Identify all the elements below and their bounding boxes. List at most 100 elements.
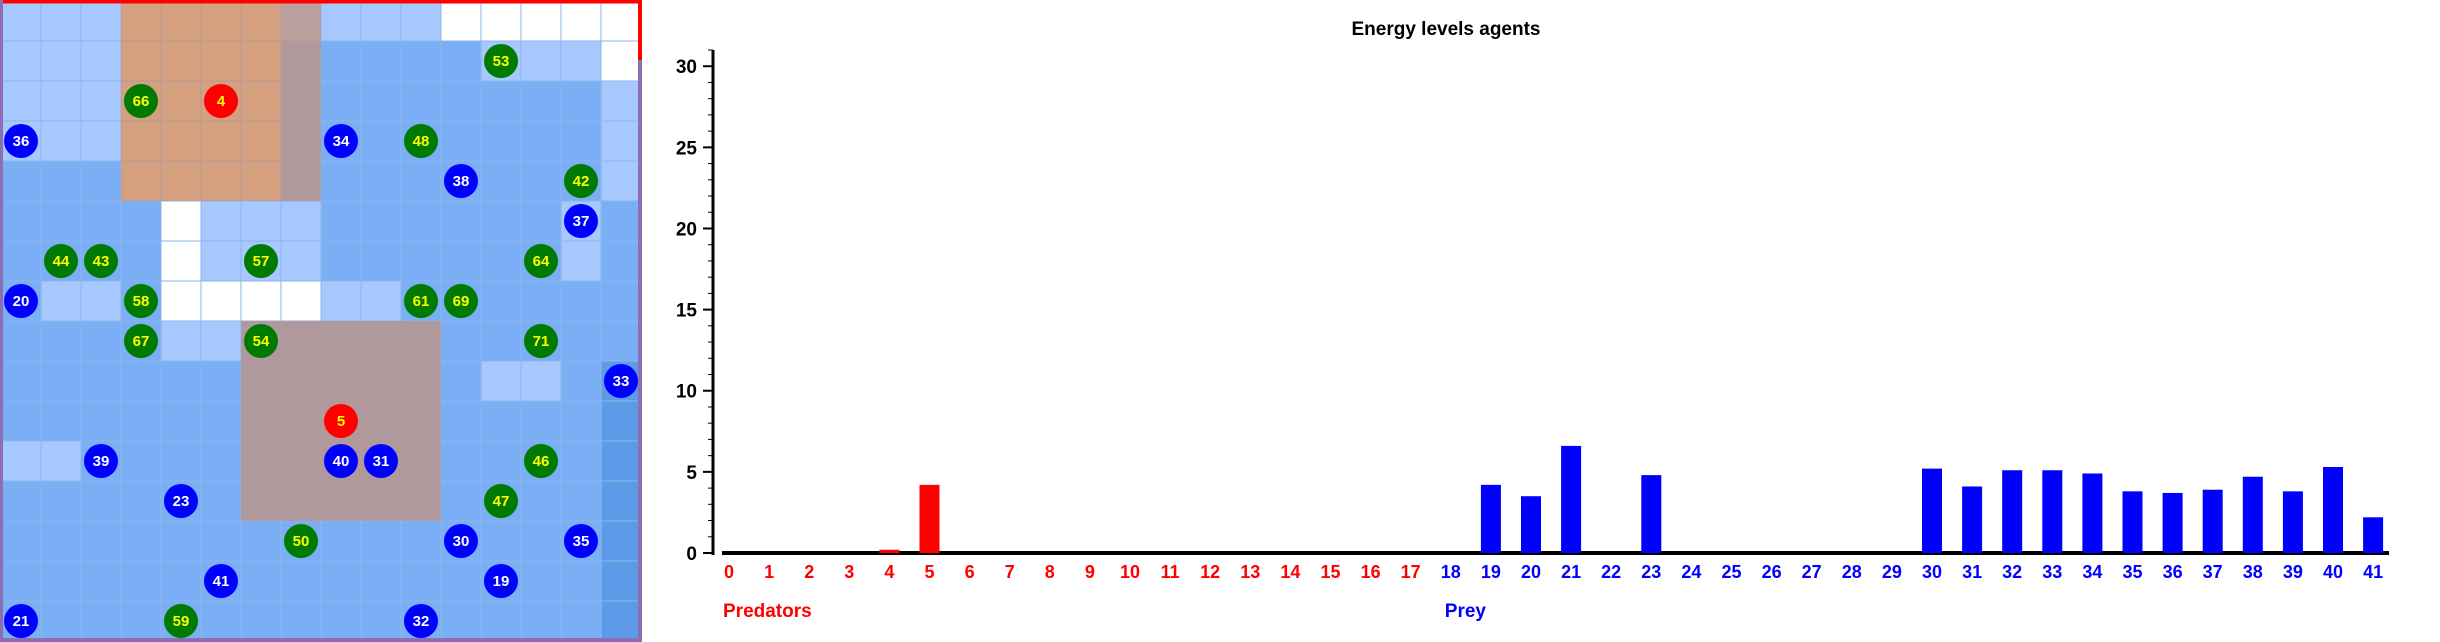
grid-cell <box>320 600 362 642</box>
agent-id-label: 5 <box>337 413 345 430</box>
grid-cell <box>480 120 522 162</box>
grid-cell <box>560 40 602 82</box>
agent-marker <box>564 164 598 198</box>
prey-agent: 39 <box>84 444 118 478</box>
grid-cell <box>440 560 482 602</box>
grid-cell <box>40 440 82 482</box>
agent-id-label: 53 <box>493 53 510 70</box>
x-tick-label: 9 <box>1085 562 1095 582</box>
grid-cell <box>160 560 202 602</box>
energy-bar <box>2122 491 2143 553</box>
agent-id-label: 4 <box>217 93 226 110</box>
grid-cell <box>520 480 562 522</box>
grid-cell <box>560 480 602 522</box>
grid-cell <box>120 200 162 242</box>
grid-cell <box>400 40 442 82</box>
grid-cell <box>200 400 242 442</box>
grid-cell <box>480 400 522 442</box>
grid-cell <box>240 200 282 242</box>
prey-agent: 57 <box>244 244 278 278</box>
grid-cell <box>0 560 42 602</box>
prey-agent: 40 <box>324 444 358 478</box>
group-label: Predators <box>723 601 812 622</box>
x-tick-label: 2 <box>804 562 814 582</box>
grid-cell <box>560 560 602 602</box>
grid-cell <box>560 320 602 362</box>
grid-cell <box>560 80 602 122</box>
x-tick-label: 39 <box>2283 562 2303 582</box>
grid-cell <box>600 120 642 162</box>
agent-id-label: 71 <box>533 333 550 350</box>
energy-bar <box>2042 470 2063 553</box>
grid-cell <box>360 520 402 562</box>
agent-id-label: 66 <box>133 93 150 110</box>
x-tick-label: 10 <box>1120 562 1140 582</box>
x-tick-label: 12 <box>1200 562 1220 582</box>
grid-cell <box>440 440 482 482</box>
energy-bar <box>2242 476 2263 553</box>
agent-marker <box>484 564 518 598</box>
y-tick-label: 10 <box>676 382 697 403</box>
agent-id-label: 41 <box>213 573 230 590</box>
x-tick-label: 31 <box>1962 562 1982 582</box>
agent-marker <box>324 124 358 158</box>
agent-id-label: 23 <box>173 493 190 510</box>
grid-cell <box>440 360 482 402</box>
prey-agent: 33 <box>604 364 638 398</box>
agent-id-label: 30 <box>453 533 470 550</box>
grid-cell <box>600 480 642 522</box>
x-tick-label: 21 <box>1561 562 1581 582</box>
energy-bar <box>2282 491 2303 553</box>
prey-agent: 37 <box>564 204 598 238</box>
grid-cell <box>400 200 442 242</box>
x-tick-label: 13 <box>1240 562 1260 582</box>
grid-cell <box>80 360 122 402</box>
grid-cell <box>80 480 122 522</box>
energy-bar <box>2002 470 2023 553</box>
x-tick-label: 32 <box>2002 562 2022 582</box>
x-tick-label: 18 <box>1441 562 1461 582</box>
chart-bars <box>879 445 2384 553</box>
grid-cell <box>520 160 562 202</box>
grid-cell <box>600 600 642 642</box>
grid-cell <box>600 80 642 122</box>
grid-cell <box>120 520 162 562</box>
x-tick-labels: 0 1 2 3 4 5 6 7 8 9 10 11 12 13 14 15 16 17 18 19 20 21 22 23 24… <box>724 562 2383 582</box>
agent-marker <box>364 444 398 478</box>
x-tick-label: 14 <box>1280 562 1300 582</box>
prey-agent: 59 <box>164 604 198 638</box>
x-tick-label: 8 <box>1045 562 1055 582</box>
x-tick-label: 22 <box>1601 562 1621 582</box>
grid-cell <box>40 160 82 202</box>
x-tick-label: 27 <box>1802 562 1822 582</box>
agent-marker <box>564 204 598 238</box>
x-tick-label: 0 <box>724 562 734 582</box>
energy-bar <box>1521 496 1541 553</box>
grid-cell <box>360 160 402 202</box>
energy-bar <box>879 549 900 553</box>
grid-cell <box>360 0 402 42</box>
agent-id-label: 32 <box>413 613 430 630</box>
simulation-grid: 4 5 66 53 36 34 48 38 42 37 44 43 57 64 20 58 61 69 67 54 71… <box>0 0 642 642</box>
y-tick-label: 30 <box>676 57 697 78</box>
agent-marker <box>84 444 118 478</box>
grid-cell <box>320 200 362 242</box>
agent-marker <box>124 284 158 318</box>
agent-id-label: 33 <box>613 373 630 390</box>
grid-cell <box>360 280 402 322</box>
y-tick-label: 25 <box>676 138 698 159</box>
prey-agent: 69 <box>444 284 478 318</box>
prey-agent: 50 <box>284 524 318 558</box>
agent-marker <box>564 524 598 558</box>
grid-cell <box>120 360 162 402</box>
x-tick-label: 24 <box>1681 562 1701 582</box>
grid-cell <box>400 240 442 282</box>
agent-marker <box>524 444 558 478</box>
chart-title: Energy levels agents <box>1351 19 1540 40</box>
prey-agent: 47 <box>484 484 518 518</box>
grid-cell <box>560 280 602 322</box>
agent-marker <box>444 524 478 558</box>
agent-id-label: 21 <box>13 613 30 630</box>
grid-cell <box>360 560 402 602</box>
agent-marker <box>604 364 638 398</box>
